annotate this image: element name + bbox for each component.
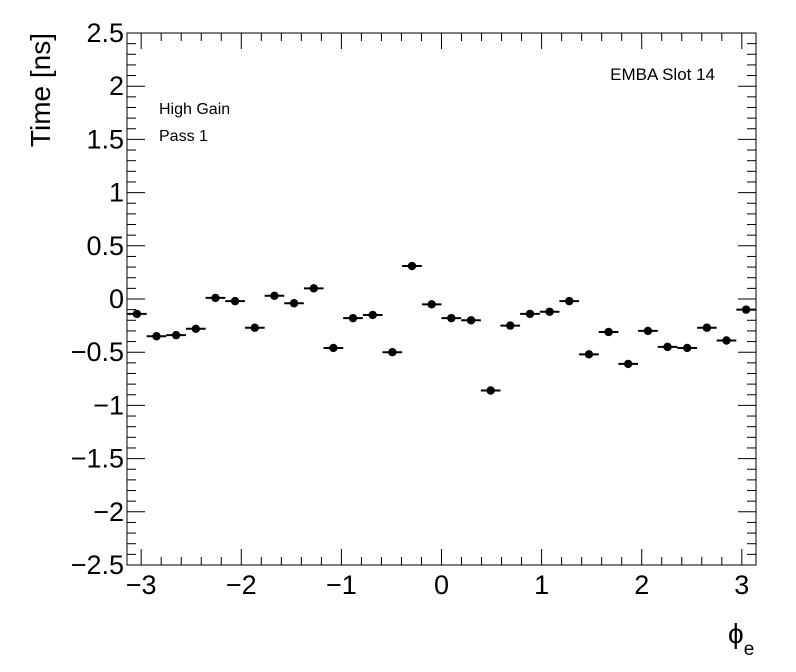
data-point bbox=[604, 327, 613, 337]
y-tick-label: −1 bbox=[93, 390, 124, 420]
y-tick-label: −2.5 bbox=[71, 550, 124, 580]
y-axis-tick-labels: −2.5 −2 −1.5 −1 −0.5 0 0.5 1 1.5 2 2.5 bbox=[71, 18, 124, 580]
x-tick-label: 1 bbox=[534, 570, 549, 600]
data-point bbox=[230, 296, 240, 306]
data-point bbox=[427, 300, 436, 309]
x-tick-label: −3 bbox=[126, 570, 157, 600]
chart-title: EMBA Slot 14 bbox=[610, 65, 715, 84]
data-point bbox=[663, 342, 672, 352]
data-point bbox=[348, 313, 358, 323]
data-point bbox=[722, 336, 731, 345]
x-axis-label-subscript: e bbox=[744, 639, 755, 660]
y-tick-label: −1.5 bbox=[71, 444, 124, 474]
data-point bbox=[525, 309, 535, 319]
data-point bbox=[682, 343, 692, 353]
data-point bbox=[388, 348, 397, 357]
y-axis-ticks bbox=[127, 32, 756, 566]
x-axis-ticks bbox=[140, 33, 743, 565]
data-point bbox=[466, 316, 476, 325]
annotation-high-gain: High Gain bbox=[159, 101, 230, 118]
annotation-pass: Pass 1 bbox=[159, 128, 208, 145]
x-tick-label: 3 bbox=[734, 570, 749, 600]
data-point bbox=[152, 332, 161, 341]
x-tick-label: −2 bbox=[226, 570, 257, 600]
x-axis-tick-labels: −3 −2 −1 0 1 2 3 bbox=[126, 570, 750, 600]
x-axis-label-main: ϕ bbox=[728, 618, 744, 649]
data-point bbox=[407, 261, 417, 271]
data-point bbox=[741, 305, 751, 314]
data-point bbox=[132, 309, 142, 319]
y-tick-label: −0.5 bbox=[71, 337, 124, 367]
data-point bbox=[191, 324, 201, 333]
x-tick-label: 2 bbox=[634, 570, 649, 600]
x-tick-label: 0 bbox=[434, 570, 449, 600]
y-tick-label: 0 bbox=[109, 284, 124, 314]
data-point bbox=[250, 323, 259, 332]
y-tick-label: 1 bbox=[109, 178, 124, 208]
data-point bbox=[171, 330, 181, 340]
y-tick-label: −2 bbox=[93, 497, 124, 527]
data-point bbox=[270, 291, 279, 301]
data-points bbox=[127, 261, 756, 395]
data-point bbox=[545, 307, 554, 316]
data-point bbox=[584, 350, 594, 359]
y-axis-label: Time [ns] bbox=[25, 33, 56, 147]
x-tick-label: −1 bbox=[326, 570, 357, 600]
data-point bbox=[486, 386, 495, 395]
data-point bbox=[447, 313, 456, 323]
data-point bbox=[289, 299, 299, 308]
x-axis-label: ϕe bbox=[728, 618, 754, 660]
data-point bbox=[702, 323, 712, 332]
y-tick-label: 2 bbox=[109, 71, 124, 101]
data-point bbox=[368, 310, 377, 320]
data-point bbox=[624, 359, 633, 369]
data-point bbox=[309, 284, 318, 293]
data-point bbox=[565, 296, 574, 306]
data-point bbox=[643, 326, 653, 336]
data-point bbox=[329, 343, 338, 353]
data-point bbox=[211, 293, 220, 303]
y-tick-label: 0.5 bbox=[86, 231, 124, 261]
y-tick-label: 1.5 bbox=[86, 124, 124, 154]
y-tick-label: 2.5 bbox=[86, 18, 124, 48]
data-point bbox=[506, 321, 515, 330]
